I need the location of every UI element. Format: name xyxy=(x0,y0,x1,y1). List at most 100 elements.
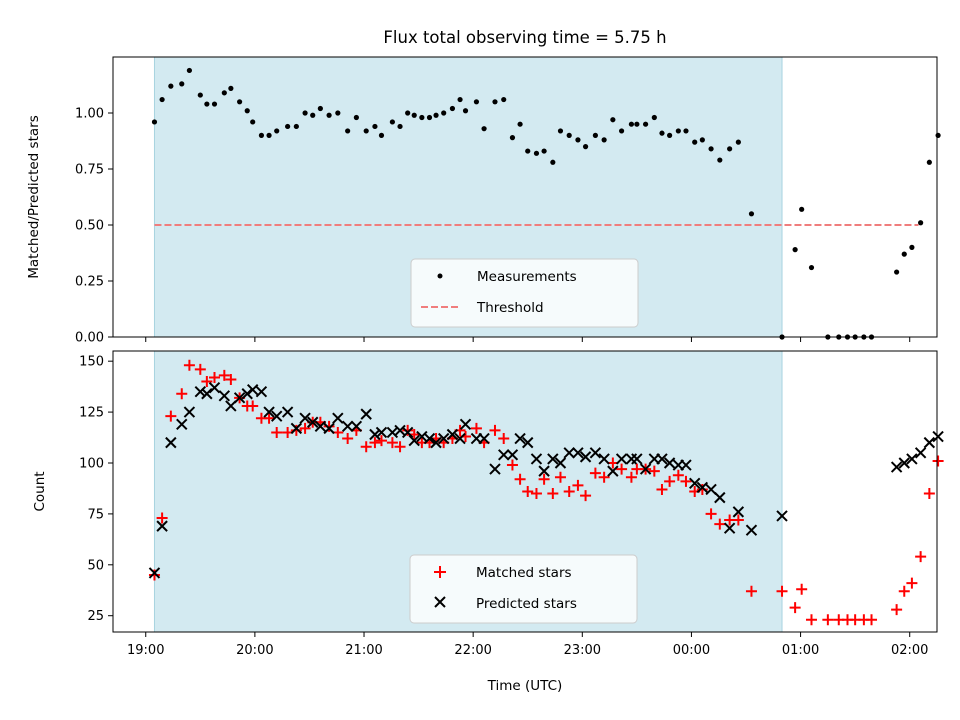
matched-stars-point xyxy=(201,376,213,388)
matched-stars-point xyxy=(563,486,575,497)
matched-stars-point xyxy=(732,514,744,526)
predicted-stars-point xyxy=(498,449,510,461)
predicted-stars-point xyxy=(246,383,259,396)
measurements-point xyxy=(168,83,174,89)
measurements-point xyxy=(433,112,439,118)
matched-stars-point xyxy=(225,374,237,386)
legend-predicted-label: Predicted stars xyxy=(476,596,577,612)
matched-stars-point xyxy=(194,363,206,375)
matched-stars-point xyxy=(530,488,542,500)
measurements-point xyxy=(901,251,907,257)
predicted-stars-point xyxy=(459,418,472,431)
predicted-stars-point xyxy=(639,463,652,475)
measurements-point xyxy=(353,114,359,121)
measurements-point xyxy=(310,112,316,118)
predicted-stars-point xyxy=(478,432,490,445)
predicted-stars-point xyxy=(375,426,388,439)
measurements-point xyxy=(517,121,523,127)
predicted-stars-point xyxy=(732,506,745,518)
matched-stars-point xyxy=(714,518,726,530)
legend-threshold-label: Threshold xyxy=(476,300,544,316)
predicted-stars-point xyxy=(680,459,692,471)
predicted-stars-point xyxy=(299,412,311,424)
top-legend: Measurements Threshold xyxy=(410,258,639,328)
matched-stars-point xyxy=(402,424,414,436)
predicted-stars-point xyxy=(446,428,459,441)
predicted-stars-point xyxy=(430,436,442,449)
predicted-stars-point xyxy=(663,457,676,469)
bottom-panel-frame xyxy=(112,350,938,633)
measurements-point xyxy=(481,126,487,132)
measurements-point xyxy=(228,85,234,91)
measurements-point xyxy=(211,101,218,107)
predicted-stars-point xyxy=(906,453,918,465)
measurements-point xyxy=(582,144,589,150)
matched-stars-point xyxy=(656,483,668,495)
measurements-point xyxy=(221,90,227,96)
measurements-point xyxy=(935,132,941,138)
measurements-point xyxy=(717,157,723,163)
predicted-stars-point xyxy=(914,447,927,459)
x-axis-label: Time (UTC) xyxy=(487,678,563,694)
measurements-point xyxy=(692,139,698,145)
matched-stars-point xyxy=(664,475,676,487)
x-tick-label: 23:00 xyxy=(564,643,601,658)
matched-stars-point xyxy=(247,400,259,412)
y-tick-label: 0.75 xyxy=(75,163,104,178)
predicted-stars-point xyxy=(538,465,550,477)
measurements-point xyxy=(659,130,665,136)
predicted-stars-point xyxy=(369,428,381,441)
x-tick-label: 00:00 xyxy=(673,643,710,658)
y-tick-label: 125 xyxy=(79,406,104,421)
measurements-point xyxy=(274,128,280,134)
measurements-point xyxy=(601,137,607,143)
y-tick-label: 25 xyxy=(87,609,104,624)
measurements-point xyxy=(727,146,733,152)
measurements-point xyxy=(457,96,463,103)
legend-matched-marker xyxy=(434,566,446,578)
x-tick-label: 19:00 xyxy=(127,643,164,658)
top-panel-frame xyxy=(112,56,938,338)
predicted-stars-point xyxy=(360,408,372,420)
predicted-stars-point xyxy=(615,453,628,465)
matched-stars-point xyxy=(932,455,944,467)
y-tick-label: 0.00 xyxy=(75,331,104,346)
matched-stars-point xyxy=(498,433,510,445)
predicted-stars-point xyxy=(281,406,294,418)
top-panel-ylabel: Matched/Predicted stars xyxy=(26,115,42,278)
matched-stars-point xyxy=(696,483,708,495)
y-tick-label: 50 xyxy=(87,558,104,573)
measurements-point xyxy=(426,114,433,121)
measurements-point xyxy=(501,96,507,103)
top-panel: 0.00 0.25 0.50 0.75 1.00 Matched/Predicted s… xyxy=(26,56,941,346)
matched-stars-point xyxy=(915,551,927,563)
matched-stars-point xyxy=(547,488,559,500)
predicted-stars-point xyxy=(314,420,327,433)
matched-stars-point xyxy=(176,388,188,400)
predicted-stars-point xyxy=(341,420,354,433)
matched-stars-point xyxy=(866,614,878,626)
measurements-point xyxy=(909,244,915,250)
measurements-point xyxy=(575,137,581,143)
matched-stars-point xyxy=(898,585,910,597)
measurements-point xyxy=(651,114,657,121)
measurements-point xyxy=(335,110,341,116)
matched-stars-point xyxy=(805,614,817,626)
matched-stars-point xyxy=(589,467,601,479)
matched-stars-point xyxy=(672,469,684,481)
matched-stars-point xyxy=(625,471,637,483)
measurements-point xyxy=(204,101,210,107)
predicted-stars-point xyxy=(332,412,344,424)
predicted-stars-point xyxy=(547,453,559,465)
y-tick-label: 100 xyxy=(79,456,104,471)
y-tick-label: 0.25 xyxy=(75,275,104,290)
matched-stars-point xyxy=(923,488,935,500)
measurements-point xyxy=(610,117,616,123)
predicted-stars-point xyxy=(218,390,231,402)
predicted-stars-point xyxy=(923,436,936,449)
predicted-stars-point xyxy=(401,426,414,439)
measurements-point xyxy=(237,99,243,105)
matched-stars-point xyxy=(165,410,177,422)
matched-stars-point xyxy=(616,463,628,475)
